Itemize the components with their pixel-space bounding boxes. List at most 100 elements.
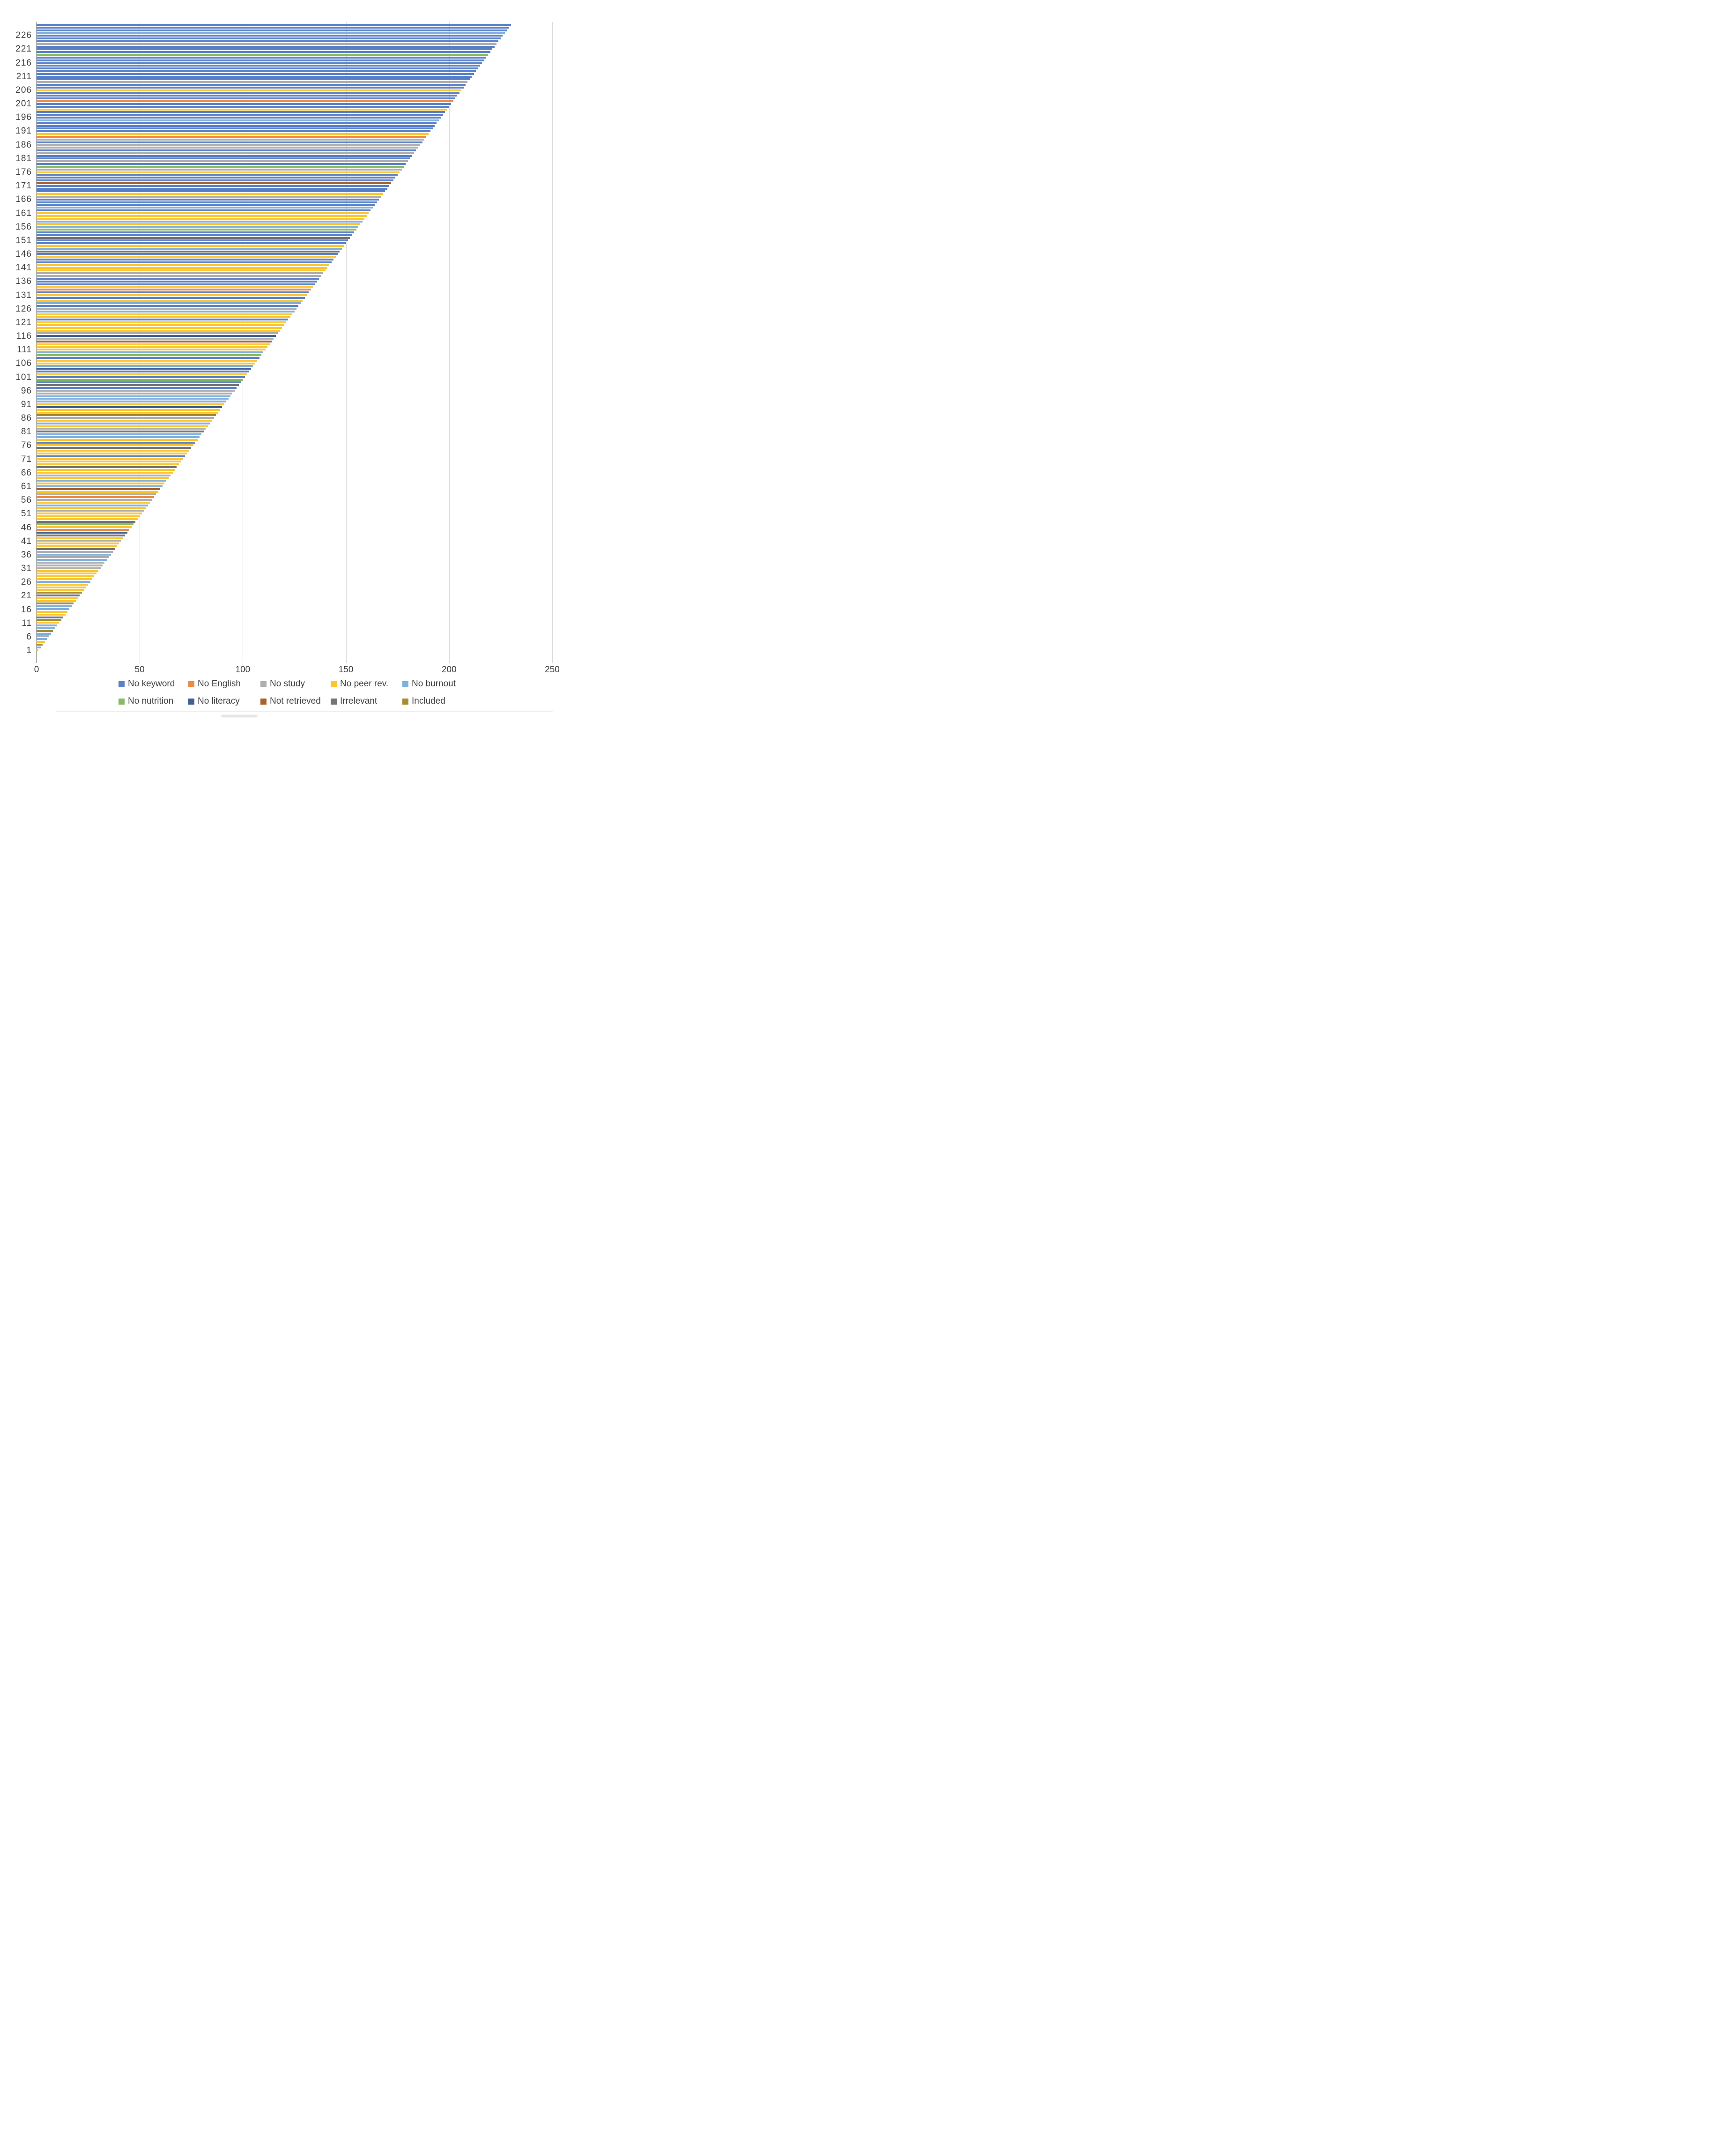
bar-row-83 xyxy=(37,425,552,428)
y-tick-label-1: 1 xyxy=(26,646,32,656)
bar-row-119 xyxy=(37,327,552,329)
y-tick-label-21: 21 xyxy=(21,591,32,601)
legend-item-no-burnout: No burnout xyxy=(402,679,456,689)
bar-row-162 xyxy=(37,209,552,212)
bar-row-138 xyxy=(37,275,552,277)
bar-record-224-No keyword xyxy=(37,40,499,42)
legend-label: No keyword xyxy=(128,679,175,689)
bar-record-1-No peer rev. xyxy=(37,649,39,651)
bar-record-140-No peer rev. xyxy=(37,269,326,272)
bar-row-58 xyxy=(37,493,552,496)
y-tick-label-111: 111 xyxy=(17,345,32,355)
bar-row-112 xyxy=(37,346,552,349)
bar-record-99-No keyword xyxy=(37,381,241,384)
bar-record-194-No keyword xyxy=(37,122,437,124)
bar-row-149 xyxy=(37,245,552,247)
bar-row-71 xyxy=(37,458,552,461)
bar-record-156-No burnout xyxy=(37,226,359,228)
bar-record-104-No literacy xyxy=(37,368,252,370)
legend-swatch-icon xyxy=(119,681,125,687)
bar-record-86-No study xyxy=(37,417,214,419)
bar-record-72-No keyword xyxy=(37,455,185,457)
bar-row-89 xyxy=(37,409,552,411)
bar-row-91 xyxy=(37,403,552,406)
y-tick-label-16: 16 xyxy=(21,604,32,615)
bar-row-134 xyxy=(37,286,552,289)
bar-record-147-Irrelevant xyxy=(37,250,340,253)
bar-record-101-No keyword xyxy=(37,376,245,378)
bar-record-51-No peer rev. xyxy=(37,513,142,515)
bar-record-16-No burnout xyxy=(37,608,70,610)
bar-row-12 xyxy=(37,619,552,622)
bar-record-124-No peer rev. xyxy=(37,313,293,315)
y-tick-label-126: 126 xyxy=(15,304,32,314)
bar-row-148 xyxy=(37,247,552,250)
bar-record-84-No burnout xyxy=(37,422,210,424)
bar-row-146 xyxy=(37,253,552,256)
legend-item-irrelevant: Irrelevant xyxy=(331,696,377,706)
bar-record-200-No keyword xyxy=(37,105,449,108)
bar-record-12-Included xyxy=(37,619,61,621)
y-tick-label-226: 226 xyxy=(15,30,32,41)
bar-record-176-No peer rev. xyxy=(37,171,400,173)
bar-row-110 xyxy=(37,351,552,354)
y-tick-label-151: 151 xyxy=(15,235,32,245)
bar-record-128-No burnout xyxy=(37,302,301,305)
bar-record-204-No keyword xyxy=(37,95,458,97)
bar-record-145-No peer rev. xyxy=(37,256,336,258)
bar-record-170-No keyword xyxy=(37,187,387,190)
bar-record-203-No keyword xyxy=(37,97,455,100)
bar-record-116-No literacy xyxy=(37,335,276,337)
bar-row-1 xyxy=(37,649,552,652)
bar-record-141-No peer rev. xyxy=(37,267,327,269)
y-tick-label-31: 31 xyxy=(21,564,32,574)
bar-row-47 xyxy=(37,523,552,526)
bar-row-229 xyxy=(37,26,552,29)
bar-row-69 xyxy=(37,463,552,466)
bar-record-201-No keyword xyxy=(37,103,452,105)
bar-row-160 xyxy=(37,215,552,217)
bar-row-217 xyxy=(37,59,552,62)
y-tick-label-146: 146 xyxy=(15,249,32,260)
bar-record-110-No burnout xyxy=(37,351,264,354)
bar-record-173-No keyword xyxy=(37,179,393,182)
bar-row-48 xyxy=(37,520,552,523)
bar-record-14-No peer rev. xyxy=(37,613,66,616)
bar-row-81 xyxy=(37,430,552,433)
bar-row-187 xyxy=(37,141,552,144)
bar-row-117 xyxy=(37,332,552,335)
y-tick-label-6: 6 xyxy=(26,632,32,642)
bar-row-100 xyxy=(37,379,552,381)
y-tick-label-216: 216 xyxy=(15,58,32,68)
bar-record-45-No English xyxy=(37,529,130,531)
bar-row-118 xyxy=(37,329,552,332)
bar-record-32-No study xyxy=(37,564,103,566)
bar-record-217-No keyword xyxy=(37,59,484,61)
bar-record-10-No burnout xyxy=(37,624,58,627)
bar-row-157 xyxy=(37,223,552,225)
bar-row-226 xyxy=(37,34,552,37)
bar-row-132 xyxy=(37,291,552,294)
bar-row-130 xyxy=(37,297,552,299)
bar-record-90-No literacy xyxy=(37,406,222,408)
bar-record-89-No peer rev. xyxy=(37,409,220,411)
bar-record-168-No peer rev. xyxy=(37,193,383,195)
y-tick-label-121: 121 xyxy=(15,317,32,327)
y-tick-label-101: 101 xyxy=(15,372,32,382)
y-tick-label-206: 206 xyxy=(15,85,32,95)
bar-record-192-No keyword xyxy=(37,127,433,130)
bar-record-24-No peer rev. xyxy=(37,586,86,588)
x-tick-label-250: 250 xyxy=(545,665,560,675)
bar-row-213 xyxy=(37,70,552,73)
bar-record-63-No burnout xyxy=(37,480,167,482)
bar-row-96 xyxy=(37,389,552,392)
y-tick-label-156: 156 xyxy=(15,222,32,232)
bar-row-127 xyxy=(37,305,552,307)
bar-row-56 xyxy=(37,498,552,501)
bar-record-9-No burnout xyxy=(37,627,55,629)
bar-row-175 xyxy=(37,174,552,177)
bar-record-49-No peer rev. xyxy=(37,518,138,520)
bar-row-35 xyxy=(37,556,552,558)
y-tick-label-86: 86 xyxy=(21,413,32,424)
legend-swatch-icon xyxy=(119,698,125,705)
